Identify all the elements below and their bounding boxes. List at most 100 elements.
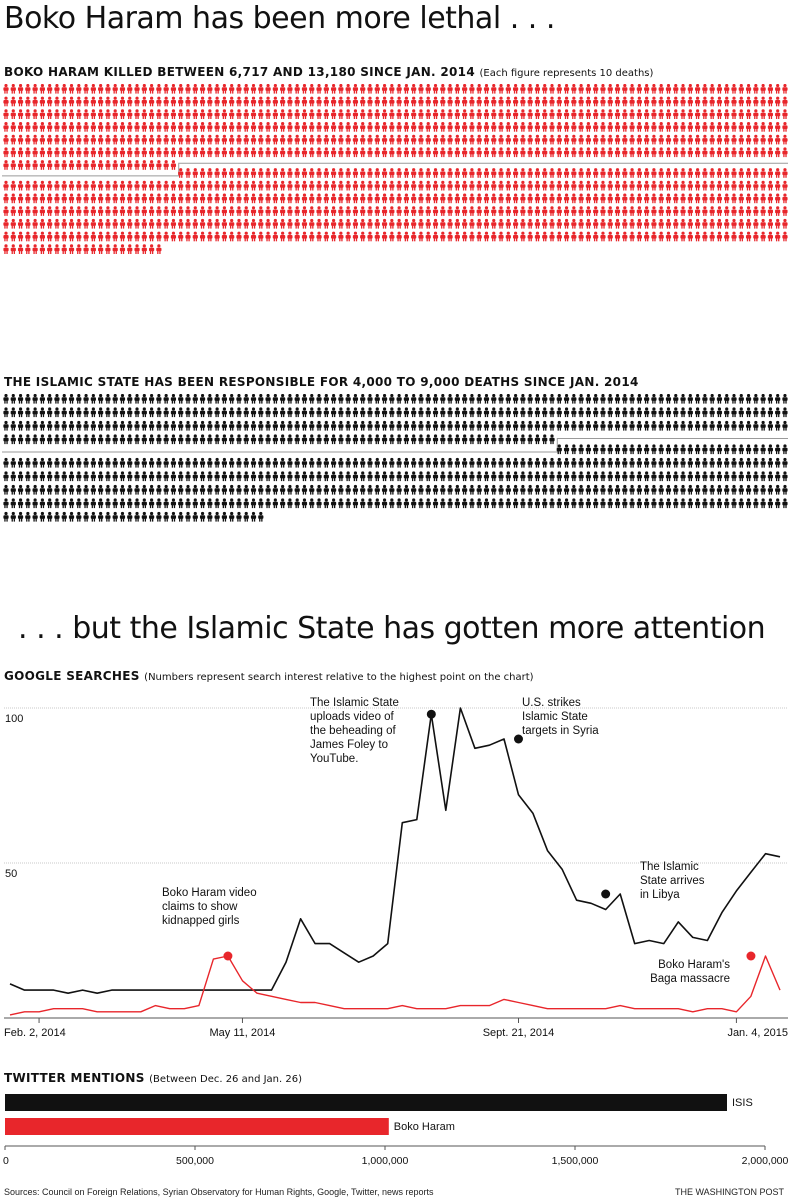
person-figure [695, 444, 701, 455]
person-figure [149, 511, 155, 522]
person-figure [418, 206, 424, 216]
person-figure [32, 84, 38, 94]
x-tick-label: 1,000,000 [362, 1155, 409, 1167]
person-figure [17, 457, 24, 468]
low-estimate-divider [2, 162, 788, 177]
person-figure [483, 407, 490, 418]
person-figure [17, 434, 24, 445]
person-figure [600, 471, 606, 482]
person-figure [280, 231, 286, 242]
person-figure [127, 394, 133, 404]
person-figure [578, 193, 584, 204]
person-figure [454, 434, 460, 445]
person-figure [272, 457, 278, 468]
annotation-marker [601, 889, 611, 899]
person-figure [134, 511, 140, 522]
person-figure [316, 180, 322, 191]
person-figure [112, 511, 118, 522]
person-figure [738, 420, 744, 431]
person-figure [25, 498, 31, 509]
person-figure [724, 498, 730, 509]
person-figure [447, 122, 453, 132]
person-figure [636, 109, 642, 119]
person-figure [520, 180, 526, 191]
person-figure [483, 394, 490, 404]
person-figure [207, 457, 213, 468]
person-figure [39, 244, 45, 254]
person-figure [105, 457, 111, 468]
person-figure [272, 394, 278, 404]
person-figure [687, 147, 693, 158]
person-figure [134, 457, 140, 468]
person-figure [374, 218, 380, 229]
person-figure [534, 134, 541, 145]
person-figure [149, 160, 155, 170]
person-figure [731, 206, 737, 216]
person-figure [411, 206, 417, 216]
person-figure [782, 444, 788, 455]
person-figure [163, 180, 169, 191]
person-figure [447, 471, 453, 482]
person-figure [39, 193, 45, 204]
person-figure [207, 471, 213, 482]
person-figure [687, 193, 693, 204]
person-figure [738, 122, 744, 132]
person-figure [520, 122, 526, 132]
person-figure [775, 498, 781, 509]
person-figure [644, 394, 650, 404]
person-figure [61, 484, 67, 495]
person-figure [119, 394, 126, 404]
person-figure [483, 434, 490, 445]
person-figure [440, 193, 446, 204]
person-figure [192, 471, 198, 482]
person-figure [403, 134, 409, 145]
person-figure [98, 244, 104, 254]
person-figure [534, 96, 541, 107]
person-figure [192, 193, 198, 204]
person-figure [39, 96, 45, 107]
person-figure [287, 394, 293, 404]
person-figure [265, 109, 271, 119]
person-figure [593, 471, 599, 482]
person-figure [265, 206, 271, 216]
person-figure [447, 434, 453, 445]
person-figure [556, 394, 562, 404]
person-figure [425, 484, 431, 495]
person-figure [425, 420, 431, 431]
person-figure [629, 394, 635, 404]
person-figure [665, 206, 672, 216]
person-figure [243, 420, 249, 431]
person-figure [418, 218, 424, 229]
person-figure [578, 218, 584, 229]
person-figure [469, 193, 475, 204]
person-figure [600, 218, 606, 229]
person-figure [651, 420, 657, 431]
person-figure [447, 457, 453, 468]
person-figure [54, 122, 60, 132]
person-figure [207, 193, 213, 204]
person-figure [54, 109, 60, 119]
person-figure [745, 96, 752, 107]
isis-section-title: THE ISLAMIC STATE HAS BEEN RESPONSIBLE F… [4, 375, 639, 389]
person-figure [462, 471, 468, 482]
person-figure [738, 134, 744, 145]
person-figure [199, 96, 206, 107]
person-figure [498, 168, 504, 178]
person-figure [440, 122, 446, 132]
person-figure [585, 218, 591, 229]
person-figure [403, 147, 409, 158]
person-figure [149, 484, 155, 495]
person-figure [287, 109, 293, 119]
person-figure [505, 407, 511, 418]
person-figure [32, 394, 38, 404]
person-figure [98, 420, 104, 431]
person-figure [695, 231, 701, 242]
twitter-bar [5, 1118, 389, 1135]
person-figure [163, 134, 169, 145]
person-figure [709, 457, 715, 468]
person-figure [454, 168, 460, 178]
person-figure [396, 218, 402, 229]
person-figure [491, 147, 497, 158]
person-figure [25, 147, 31, 158]
person-figure [338, 407, 344, 418]
